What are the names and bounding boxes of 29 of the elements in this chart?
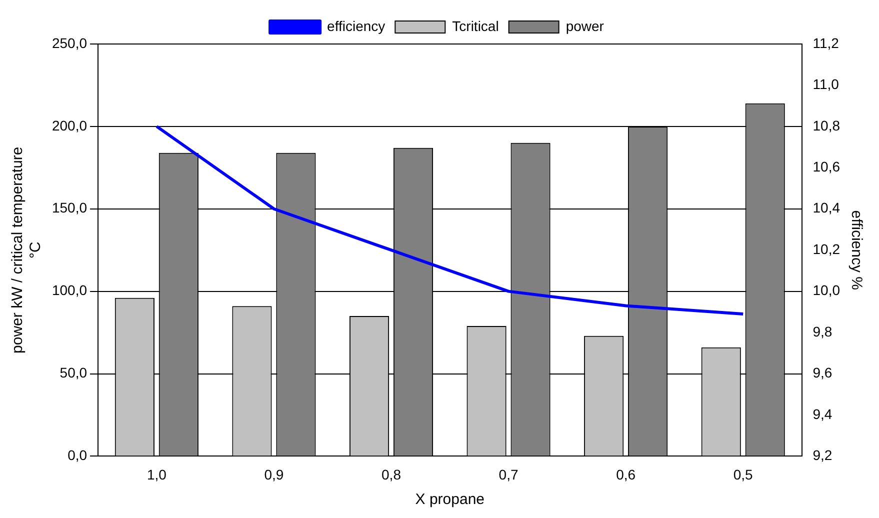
y-tick-label: 150,0 (52, 200, 88, 216)
x-tick-label: 0,7 (498, 466, 518, 482)
y2-tick-label: 9,6 (812, 364, 832, 381)
x-tick-label: 0,8 (382, 466, 402, 482)
y-axis-title: power kW / critical temperature °C (9, 146, 44, 354)
legend-label: Tcritical (452, 18, 499, 34)
legend-label: efficiency (327, 18, 386, 34)
y-tick-label: 50,0 (60, 364, 88, 381)
y2-tick-label: 9,2 (812, 447, 832, 464)
y2-tick-label: 11,0 (812, 76, 840, 92)
x-axis-title: X propane (415, 491, 485, 508)
x-tick-label: 0,6 (616, 466, 636, 482)
x-tick-label: 0,9 (264, 466, 284, 482)
y-tick-label: 250,0 (52, 34, 88, 51)
y2-tick-label: 10,6 (812, 158, 840, 175)
y2-tick-label: 10,0 (812, 282, 840, 298)
y2-tick-label: 9,8 (812, 323, 832, 340)
legend-label: power (566, 18, 604, 34)
x-tick-label: 1,0 (146, 466, 167, 482)
y2-tick-label: 9,4 (812, 406, 832, 422)
y-tick-label: 200,0 (52, 117, 88, 134)
y-tick-label: 100,0 (52, 282, 88, 298)
y-tick-label: 0,0 (68, 447, 88, 464)
y2-tick-label: 10,2 (812, 240, 840, 257)
x-tick-label: 0,5 (733, 466, 754, 482)
y2-axis-title: efficiency % (848, 210, 865, 290)
y2-tick-label: 11,2 (812, 34, 840, 51)
y2-tick-label: 10,4 (812, 200, 840, 216)
y2-tick-label: 10,8 (812, 117, 840, 134)
